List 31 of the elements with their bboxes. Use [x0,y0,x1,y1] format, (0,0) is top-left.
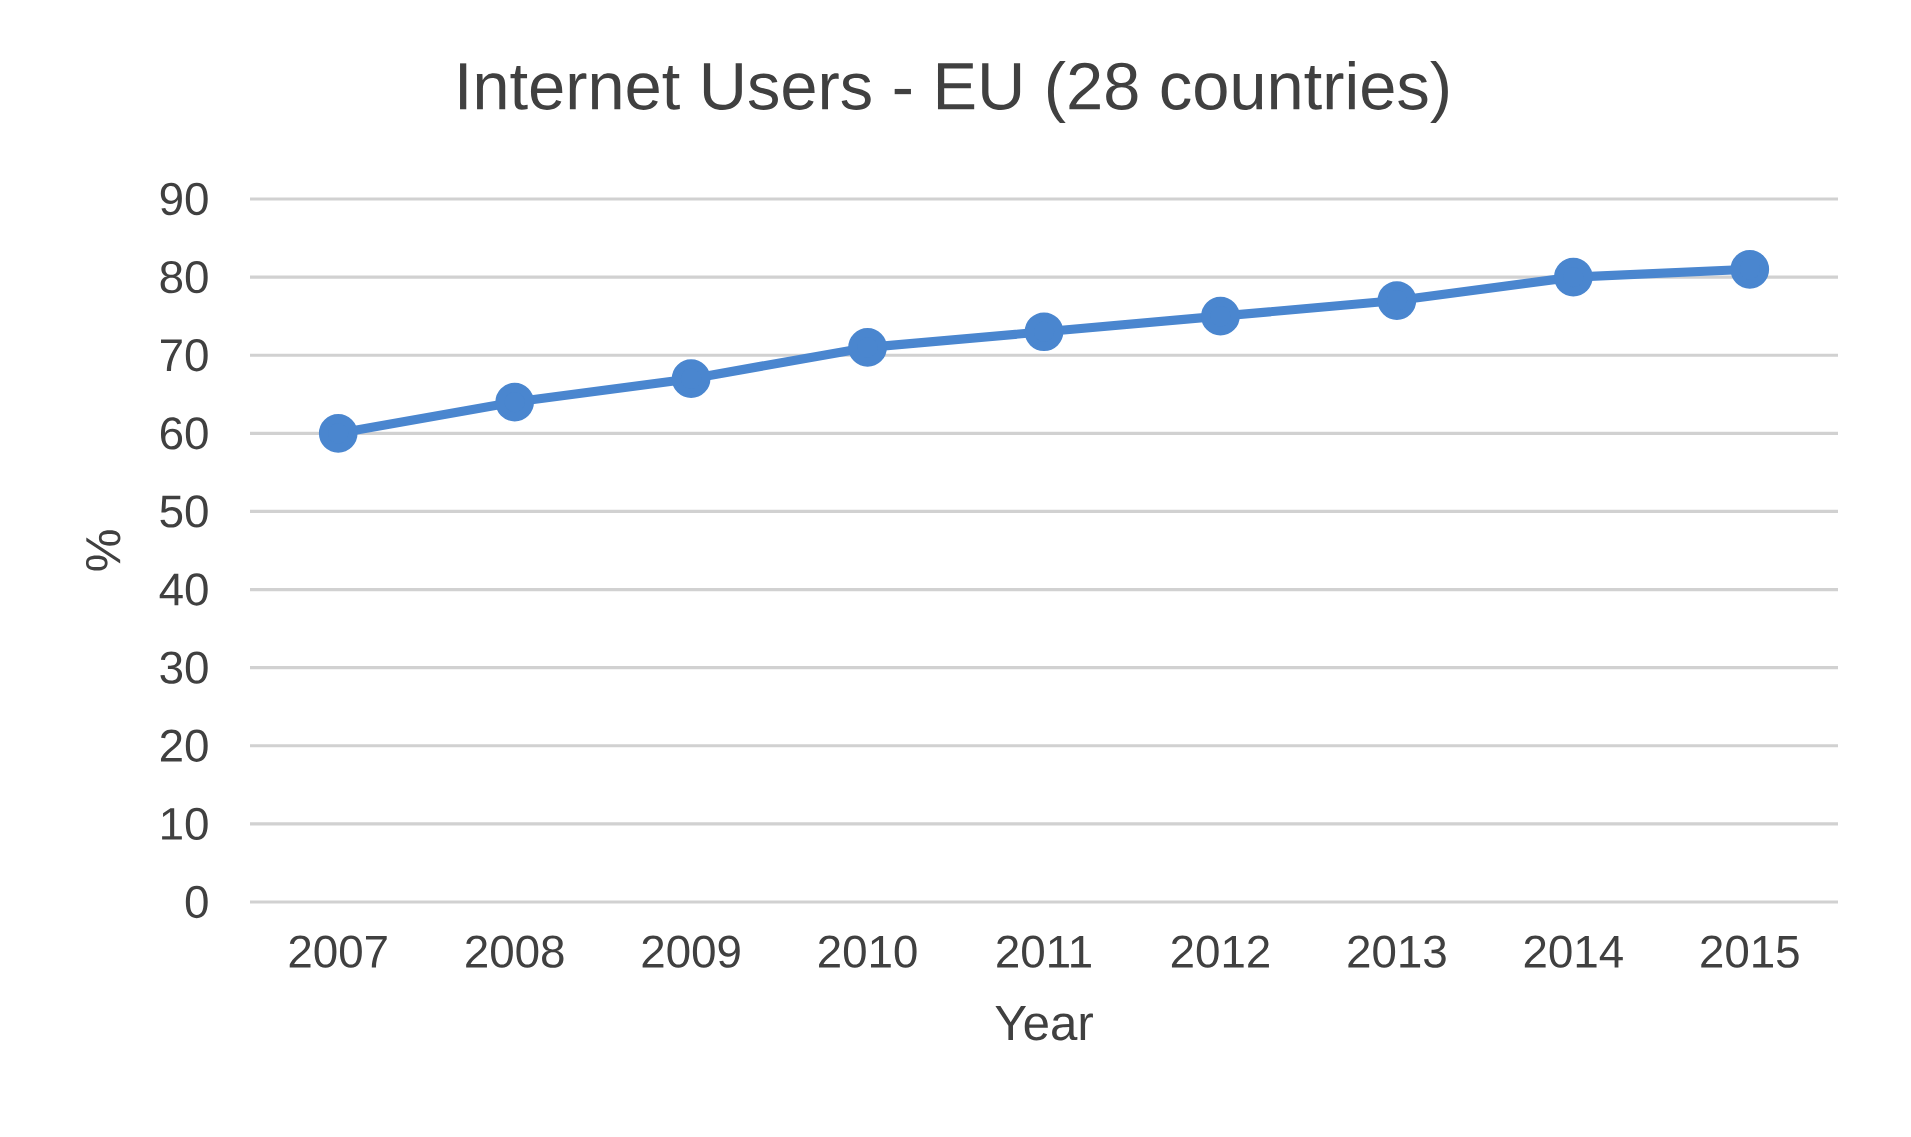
x-tick-label: 2015 [1701,935,1799,968]
y-tick-label: 90 [160,182,208,216]
point [1730,249,1770,289]
y-tick-label: 0 [185,885,208,919]
point [1201,296,1240,336]
x-tick-label: 2012 [1171,935,1269,968]
x-tick-label: 2011 [997,935,1091,968]
point [318,414,358,453]
x-axis-title: Year [995,1006,1093,1041]
x-tick-label: 2007 [289,935,387,968]
x-tick-label: 2008 [466,935,564,968]
y-axis-title: % [85,530,121,571]
y-tick-label: 80 [160,260,208,294]
y-tick-label: 40 [159,573,208,606]
y-tick-label: 10 [162,807,208,841]
y-tick-label: 70 [161,339,208,372]
point [671,359,711,398]
x-tick-label: 2014 [1524,935,1623,968]
point [495,382,534,422]
y-tick-label: 60 [160,417,208,450]
point [1554,257,1593,297]
y-tick-label: 50 [160,495,208,528]
point [848,328,887,367]
point [1024,312,1064,352]
x-tick-label: 2013 [1348,935,1446,968]
x-tick-label: 2010 [819,935,917,968]
x-tick-label: 2009 [642,935,740,968]
y-tick-label: 30 [160,651,208,684]
point [1377,281,1417,320]
y-tick-label: 20 [160,729,208,762]
chart-title: Internet Users - EU (28 countries) [460,60,1448,124]
